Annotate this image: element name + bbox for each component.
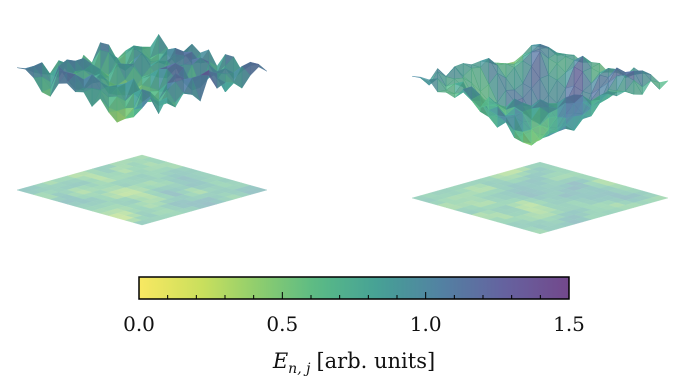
surface-mesh (16, 33, 268, 123)
surface-facet (411, 76, 421, 79)
surface-facet (513, 102, 524, 113)
surface-mesh (411, 43, 669, 146)
surface-facet (659, 80, 669, 90)
surface-facet (50, 70, 59, 97)
floor-cell (132, 220, 152, 226)
colorbar-tick-label: 1.5 (553, 312, 585, 336)
colorbar-tick-label: 0.5 (266, 312, 298, 336)
surface-plot-right (411, 43, 669, 235)
surface-facet (100, 98, 109, 114)
surface-facet (488, 96, 498, 106)
surface-facet (616, 91, 626, 97)
surface-facet (471, 94, 481, 108)
surface-facet (33, 76, 43, 93)
surface-facet (428, 78, 438, 93)
surface-facet (573, 114, 584, 131)
colorbar-label-units: [arb. units] (316, 349, 435, 373)
surface-facet (108, 110, 118, 123)
colorbar-label-subscript: n, j (288, 361, 311, 377)
surface-facet (41, 88, 51, 97)
surface-facet (124, 108, 134, 119)
surface-facet (437, 89, 447, 93)
surface-facet (445, 92, 455, 99)
surface-facet (462, 86, 472, 101)
surface-facet (225, 82, 235, 93)
surface-facet (83, 88, 93, 108)
colorbar-tick-label: 0.0 (123, 312, 155, 336)
surface-facet (454, 88, 464, 98)
surface-facet (133, 107, 143, 118)
surface-facet (24, 65, 34, 79)
surface-facet (58, 71, 68, 84)
surface-plot-left (16, 33, 268, 226)
surface-facet (75, 87, 84, 93)
surface-facet (488, 114, 498, 128)
colorbar-tick-labels: 0.0 0.5 1.0 1.5 (123, 312, 585, 336)
floor-projection (411, 161, 669, 235)
floor-projection (16, 154, 268, 226)
colorbar: 0.0 0.5 1.0 1.5 En, j [arb. units] (123, 276, 585, 377)
colorbar-label: En, j [arb. units] (272, 349, 435, 377)
surface-facet (16, 67, 26, 70)
colorbar-gradient (138, 276, 570, 300)
surface-facet (531, 106, 541, 125)
floor-cell (530, 228, 550, 235)
surface-facet (91, 90, 101, 107)
colorbar-tick-label: 1.0 (410, 312, 442, 336)
surface-facet (479, 96, 489, 108)
surface-facet (200, 75, 209, 102)
surface-facet (497, 104, 507, 110)
surface-facet (505, 98, 515, 110)
surface-facet (258, 63, 268, 72)
surface-facet (132, 102, 143, 110)
colorbar-ticks (167, 292, 541, 299)
surface-facet (522, 108, 532, 121)
surface-facet (116, 117, 126, 123)
surface-facet (66, 73, 76, 93)
colorbar-label-symbol: E (272, 349, 288, 373)
surface-facet (420, 76, 430, 86)
